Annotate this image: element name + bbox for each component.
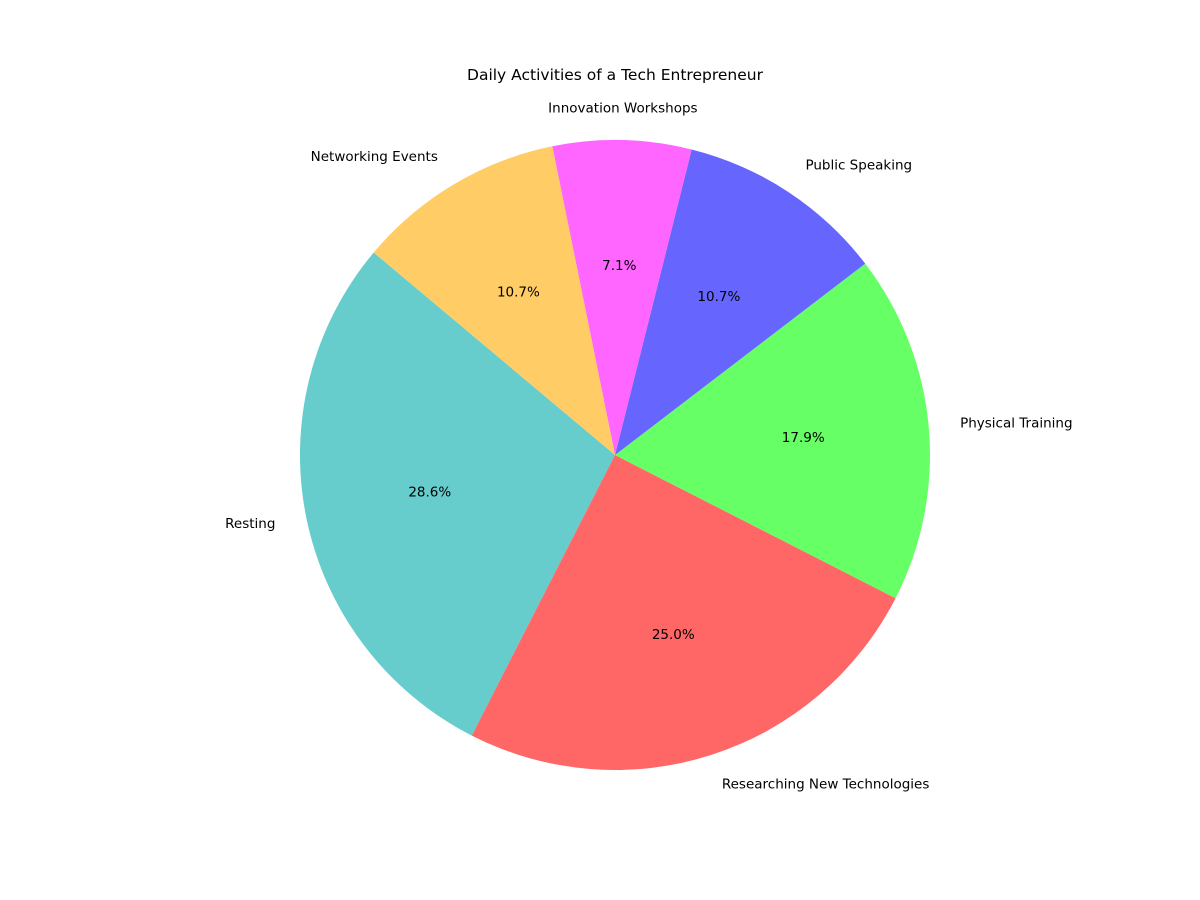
pie-slice xyxy=(471,455,896,770)
slice-label: Researching New Technologies xyxy=(722,777,930,793)
slice-percent-label: 10.7% xyxy=(497,285,540,301)
slice-percent-label: 10.7% xyxy=(697,289,740,305)
slice-percent-label: 28.6% xyxy=(408,485,451,501)
pie-labels: Resting 28.6% Researching New Technologies… xyxy=(225,101,1072,793)
slice-label: Public Speaking xyxy=(805,158,912,174)
pie-slice xyxy=(615,149,866,455)
chart-title: Daily Activities of a Tech Entrepreneur xyxy=(467,66,764,84)
slice-percent-label: 25.0% xyxy=(652,627,695,643)
slice-percent-label: 17.9% xyxy=(782,430,825,446)
pie-slice xyxy=(615,263,930,599)
slice-label: Resting xyxy=(225,516,275,532)
pie-slices xyxy=(299,139,930,770)
pie-slice xyxy=(373,146,615,455)
slice-label: Networking Events xyxy=(311,149,438,165)
pie-slice xyxy=(299,252,615,736)
slice-percent-label: 7.1% xyxy=(602,258,636,274)
slice-label: Physical Training xyxy=(960,416,1072,432)
slice-label: Innovation Workshops xyxy=(548,101,697,117)
pie-slice xyxy=(552,139,692,455)
